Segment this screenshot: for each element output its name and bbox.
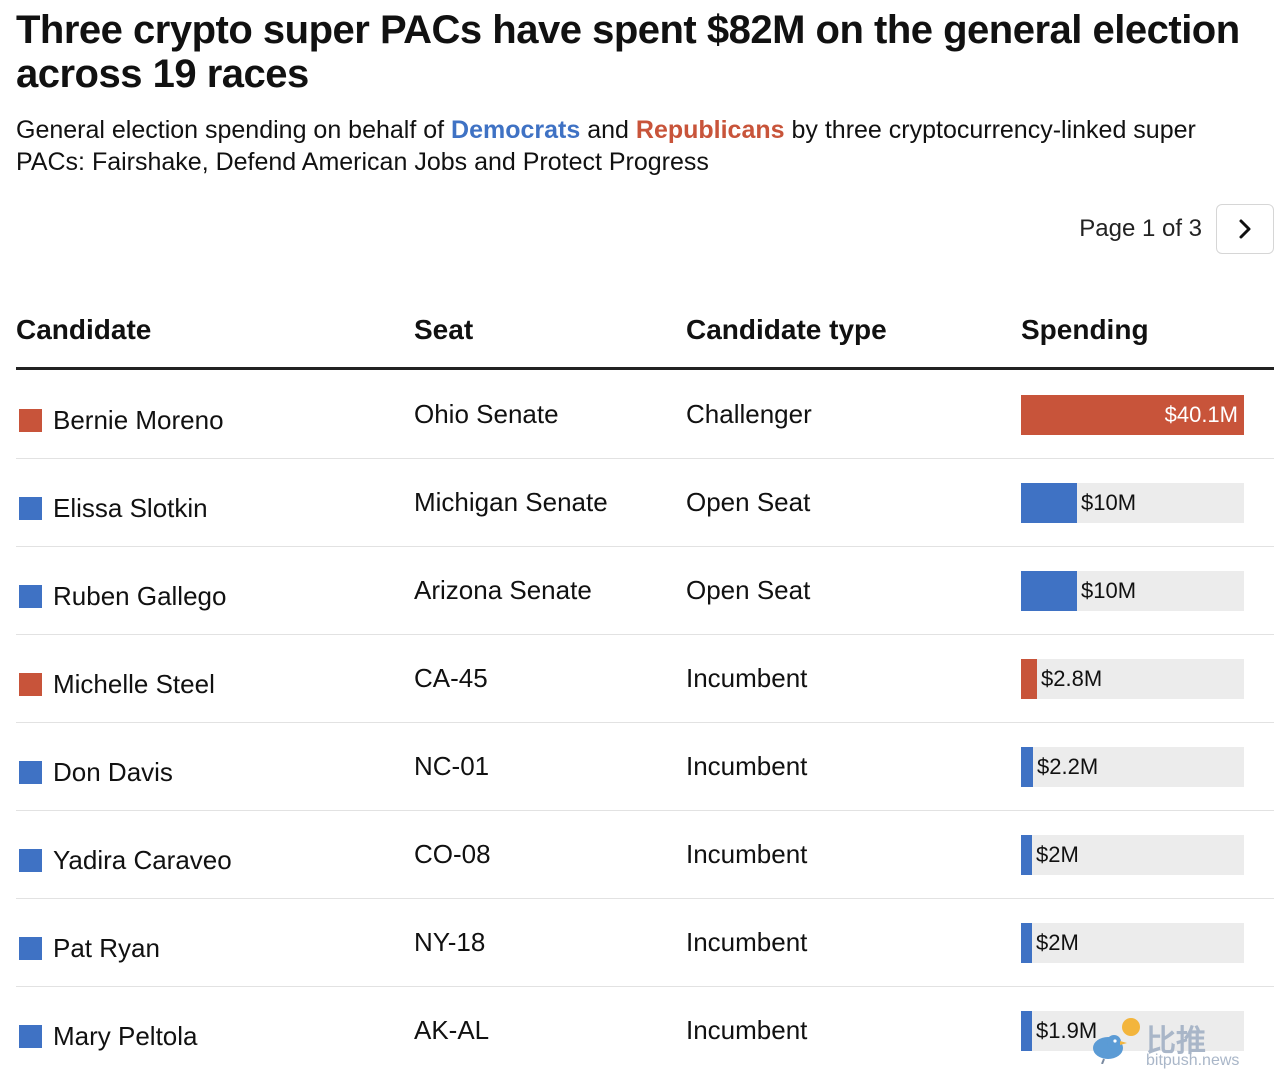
spending-value-label: $2M [1036, 930, 1079, 955]
candidate-name: Don Davis [53, 757, 173, 787]
header-seat[interactable]: Seat [414, 314, 474, 345]
republican-party-swatch [19, 409, 42, 432]
candidate-type-cell: Incumbent [686, 751, 808, 781]
candidate-name: Bernie Moreno [53, 405, 224, 435]
header-spending[interactable]: Spending [1021, 314, 1149, 345]
next-page-button[interactable] [1216, 204, 1274, 254]
table-row: Pat Ryan NY-18 Incumbent $2M [16, 899, 1274, 987]
seat-cell: Michigan Senate [414, 487, 608, 517]
page-indicator: Page 1 of 3 [1079, 215, 1202, 242]
spending-value-label: $1.9M [1036, 1018, 1098, 1043]
candidate-type-cell: Incumbent [686, 1015, 808, 1045]
header-candidate-type[interactable]: Candidate type [686, 314, 887, 345]
democrat-party-swatch [19, 761, 42, 784]
spending-value-label: $10M [1081, 578, 1137, 603]
table-row: Ruben Gallego Arizona Senate Open Seat $10M [16, 547, 1274, 635]
republican-party-swatch [19, 673, 42, 696]
spending-value-label: $10M [1081, 490, 1137, 515]
spending-bar-track: $2M [1021, 835, 1244, 875]
candidate-type-cell: Open Seat [686, 487, 811, 517]
spending-bar [1021, 1011, 1032, 1051]
democrat-party-swatch [19, 937, 42, 960]
spending-bar [1021, 483, 1077, 523]
spending-bar [1021, 923, 1032, 963]
subtitle-prefix: General election spending on behalf of [16, 116, 452, 144]
watermark: 比推 bitpush.news [1074, 1014, 1264, 1084]
spending-bar-track: $10M [1021, 483, 1244, 523]
spending-bar [1021, 395, 1244, 435]
chart-title: Three crypto super PACs have spent $82M … [16, 8, 1240, 96]
candidate-name: Yadira Caraveo [53, 845, 232, 875]
candidate-name: Pat Ryan [53, 933, 160, 963]
candidate-type-cell: Incumbent [686, 839, 808, 869]
table-row: Mary Peltola AK-AL Incumbent $1.9M [16, 987, 1274, 1075]
subtitle-suffix: by three cryptocurrency-linked super PAC… [16, 116, 1196, 176]
table-row: Don Davis NC-01 Incumbent $2.2M [16, 723, 1274, 811]
spending-bar-track: $2M [1021, 923, 1244, 963]
spending-bar [1021, 571, 1077, 611]
spending-value-label: $40.1M [1164, 402, 1238, 427]
democrat-party-swatch [19, 497, 42, 520]
candidate-type-cell: Incumbent [686, 663, 808, 693]
seat-cell: CA-45 [414, 663, 488, 693]
candidate-name: Michelle Steel [53, 669, 215, 699]
watermark-url: bitpush.news [1146, 1052, 1240, 1069]
seat-cell: Ohio Senate [414, 399, 559, 429]
seat-cell: NC-01 [414, 751, 490, 781]
table-row: Yadira Caraveo CO-08 Incumbent $2M [16, 811, 1274, 899]
table-header: Candidate Seat Candidate type Spending [16, 312, 1274, 370]
watermark-brand: 比推 [1146, 1025, 1206, 1058]
subtitle-republicans: Republicans [635, 116, 785, 144]
spending-bar-track: $40.1M [1021, 395, 1244, 435]
table-row: Elissa Slotkin Michigan Senate Open Seat $1… [16, 459, 1274, 547]
subtitle-mid: and [580, 116, 636, 144]
spending-bar [1021, 659, 1037, 699]
table-row: Bernie Moreno Ohio Senate Challenger $40.1M [16, 371, 1274, 459]
candidate-type-cell: Challenger [686, 399, 812, 429]
pagination: Page 1 of 3 [1079, 204, 1274, 254]
coin-icon [1122, 1018, 1140, 1036]
spending-value-label: $2M [1036, 842, 1079, 867]
spending-value-label: $2.2M [1037, 754, 1099, 779]
seat-cell: NY-18 [414, 927, 486, 957]
subtitle-democrats: Democrats [451, 116, 581, 144]
chart-subtitle: General election spending on behalf of D… [16, 114, 1256, 178]
chevron-right-icon [1239, 219, 1251, 239]
democrat-party-swatch [19, 585, 42, 608]
candidate-name: Mary Peltola [53, 1021, 198, 1051]
spending-bar-track: $10M [1021, 571, 1244, 611]
candidate-name: Ruben Gallego [53, 581, 227, 611]
democrat-party-swatch [19, 849, 42, 872]
bird-logo-icon [1093, 1035, 1127, 1064]
candidate-type-cell: Incumbent [686, 927, 808, 957]
spending-value-label: $2.8M [1041, 666, 1103, 691]
spending-bar [1021, 747, 1033, 787]
democrat-party-swatch [19, 1025, 42, 1048]
candidate-name: Elissa Slotkin [53, 493, 208, 523]
seat-cell: Arizona Senate [414, 575, 592, 605]
table-body: Bernie Moreno Ohio Senate Challenger $40.1M… [16, 371, 1274, 1075]
candidate-type-cell: Open Seat [686, 575, 811, 605]
spending-bar-track: $2.2M [1021, 747, 1244, 787]
header-candidate[interactable]: Candidate [16, 314, 152, 345]
spending-bar-track: $2.8M [1021, 659, 1244, 699]
seat-cell: CO-08 [414, 839, 491, 869]
table-row: Michelle Steel CA-45 Incumbent $2.8M [16, 635, 1274, 723]
spending-bar [1021, 835, 1032, 875]
seat-cell: AK-AL [414, 1015, 490, 1045]
